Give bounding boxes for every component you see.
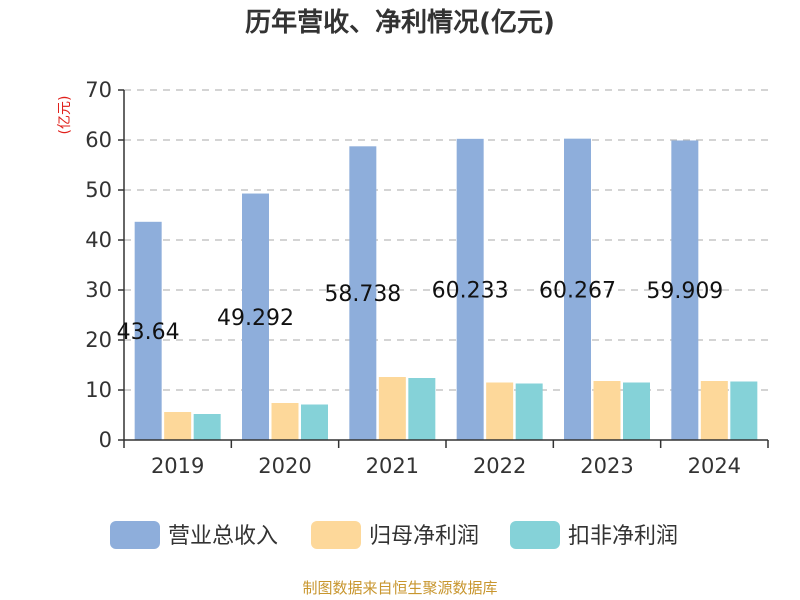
legend-label: 归母净利润 [369,524,479,549]
y-tick-label: 40 [85,228,112,252]
bar [301,404,328,440]
bar [193,414,221,440]
x-tick-label: 2024 [688,454,741,478]
bar [623,382,650,440]
bar [378,377,406,440]
data-label: 60.267 [539,278,616,303]
bar [271,403,299,440]
data-labels: 43.64 49.292 58.738 60.233 60.267 59.909 [117,278,724,345]
bar [730,381,758,440]
data-label: 59.909 [646,279,723,304]
legend-swatch [110,521,160,549]
bars [134,138,758,441]
bar [700,381,728,440]
data-label: 49.292 [217,306,294,331]
data-label: 43.64 [117,320,180,345]
grid-lines [124,89,768,391]
y-tick-label: 20 [85,328,112,352]
data-label: 60.233 [432,278,509,303]
chart-title: 历年营收、净利情况(亿元) [245,8,555,38]
bar [671,140,699,440]
legend-swatch [311,521,361,549]
bar [349,146,377,440]
y-tick-label: 50 [85,178,112,202]
x-tick-label: 2019 [151,454,204,478]
bar [408,378,436,440]
y-axis-label: (亿元) [57,96,73,135]
bar [593,381,621,440]
x-tick-label: 2020 [258,454,311,478]
x-tick-label: 2022 [473,454,526,478]
x-tick-label: 2023 [580,454,633,478]
x-tick-label: 2021 [366,454,419,478]
y-tick-label: 70 [85,78,112,102]
bar [164,412,192,440]
legend-swatch [510,521,560,549]
legend-label: 营业总收入 [168,524,278,549]
legend-label: 扣非净利润 [568,524,678,549]
axes: 0 10 20 30 40 50 60 70 (亿元) 2019 2020 2021 2022 2023 2… [57,78,769,478]
data-label: 58.738 [324,282,401,307]
y-tick-label: 10 [85,378,112,402]
y-tick-label: 60 [85,128,112,152]
source-note: 制图数据来自恒生聚源数据库 [302,579,498,597]
bar [486,382,514,440]
y-tick-label: 30 [85,278,112,302]
bar [515,383,543,440]
legend: 营业总收入 归母净利润 扣非净利润 [110,521,678,549]
y-tick-label: 0 [99,428,112,452]
bar [242,193,269,440]
bar [564,138,591,441]
bar [456,138,484,440]
bar [134,221,162,440]
